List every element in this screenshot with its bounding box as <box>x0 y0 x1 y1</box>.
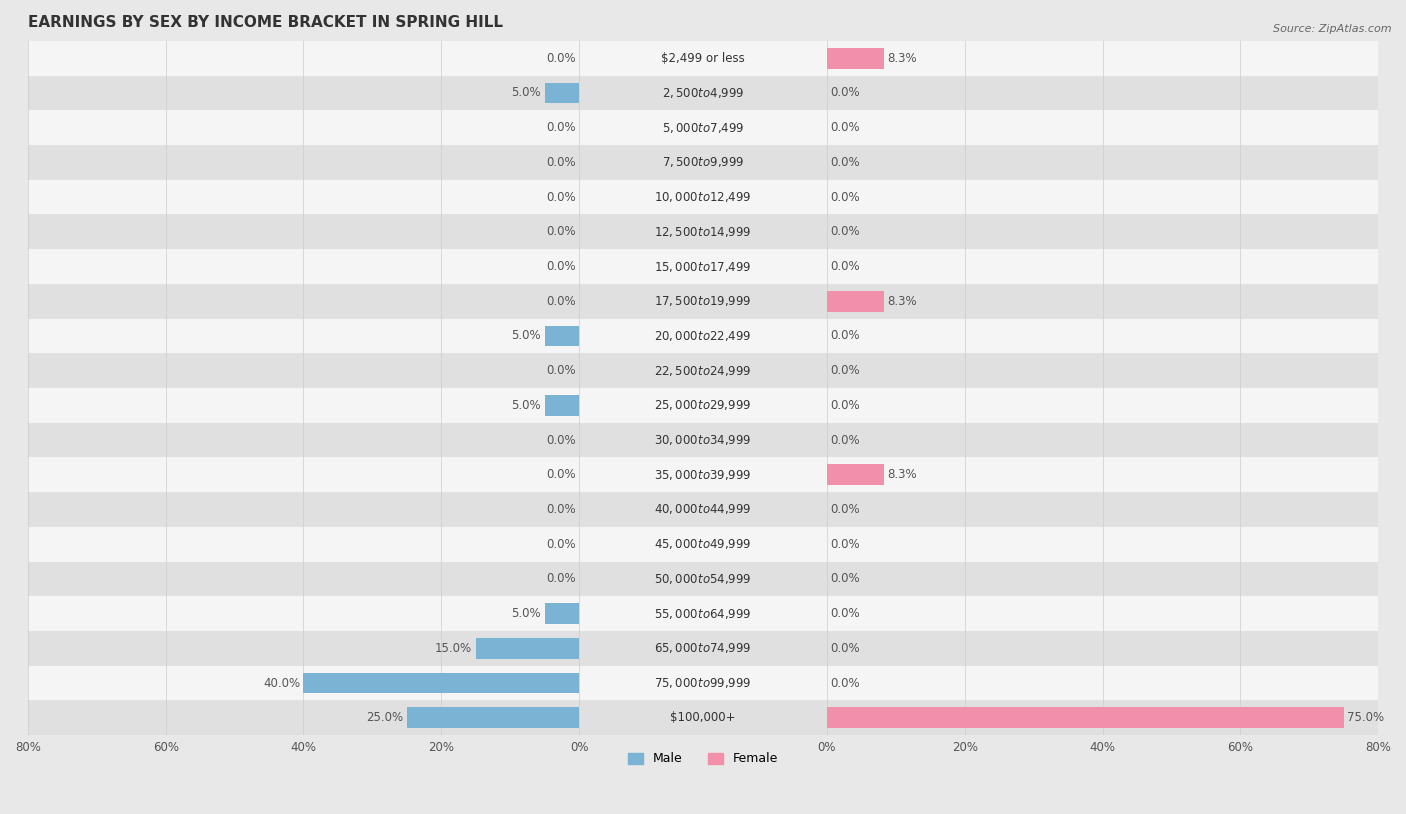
Bar <box>406 707 579 729</box>
Text: $17,500 to $19,999: $17,500 to $19,999 <box>654 294 752 309</box>
Bar <box>28 700 1378 735</box>
Text: 0.0%: 0.0% <box>831 641 860 654</box>
Bar <box>827 291 884 312</box>
Text: $35,000 to $39,999: $35,000 to $39,999 <box>654 468 752 482</box>
Bar <box>544 603 579 624</box>
Bar <box>28 318 1378 353</box>
Text: 0.0%: 0.0% <box>546 155 575 168</box>
Bar <box>28 631 1378 666</box>
Text: 0.0%: 0.0% <box>546 364 575 377</box>
Text: 0.0%: 0.0% <box>831 190 860 204</box>
Text: 0.0%: 0.0% <box>831 364 860 377</box>
Text: $50,000 to $54,999: $50,000 to $54,999 <box>654 572 752 586</box>
Bar <box>28 76 1378 111</box>
Text: 0.0%: 0.0% <box>546 434 575 447</box>
Text: 8.3%: 8.3% <box>887 295 917 308</box>
Bar <box>544 395 579 416</box>
Bar <box>28 388 1378 422</box>
Text: $7,500 to $9,999: $7,500 to $9,999 <box>662 155 744 169</box>
Text: $2,499 or less: $2,499 or less <box>661 52 745 65</box>
Text: 0.0%: 0.0% <box>546 52 575 65</box>
Text: 0.0%: 0.0% <box>831 155 860 168</box>
Text: 75.0%: 75.0% <box>1347 711 1384 724</box>
Text: 0.0%: 0.0% <box>831 434 860 447</box>
Bar <box>28 562 1378 596</box>
Bar <box>28 596 1378 631</box>
Bar <box>28 353 1378 388</box>
Text: $45,000 to $49,999: $45,000 to $49,999 <box>654 537 752 551</box>
Legend: Male, Female: Male, Female <box>623 747 783 771</box>
Text: 5.0%: 5.0% <box>512 607 541 620</box>
Text: EARNINGS BY SEX BY INCOME BRACKET IN SPRING HILL: EARNINGS BY SEX BY INCOME BRACKET IN SPR… <box>28 15 503 30</box>
Text: $55,000 to $64,999: $55,000 to $64,999 <box>654 606 752 620</box>
Text: 0.0%: 0.0% <box>831 330 860 343</box>
Bar <box>28 41 1378 76</box>
Bar <box>475 638 579 659</box>
Text: 0.0%: 0.0% <box>546 121 575 134</box>
Text: $12,500 to $14,999: $12,500 to $14,999 <box>654 225 752 239</box>
Text: 40.0%: 40.0% <box>263 676 299 689</box>
Bar <box>28 457 1378 492</box>
Text: 15.0%: 15.0% <box>434 641 472 654</box>
Text: 0.0%: 0.0% <box>546 468 575 481</box>
Text: 0.0%: 0.0% <box>546 225 575 239</box>
Text: 5.0%: 5.0% <box>512 86 541 99</box>
Bar <box>28 422 1378 457</box>
Text: $20,000 to $22,499: $20,000 to $22,499 <box>654 329 752 343</box>
Bar <box>28 111 1378 145</box>
Text: $10,000 to $12,499: $10,000 to $12,499 <box>654 190 752 204</box>
Text: 0.0%: 0.0% <box>546 538 575 551</box>
Text: $22,500 to $24,999: $22,500 to $24,999 <box>654 364 752 378</box>
Text: $15,000 to $17,499: $15,000 to $17,499 <box>654 260 752 274</box>
Text: 0.0%: 0.0% <box>546 572 575 585</box>
Text: 8.3%: 8.3% <box>887 52 917 65</box>
Text: 0.0%: 0.0% <box>831 572 860 585</box>
Text: $2,500 to $4,999: $2,500 to $4,999 <box>662 86 744 100</box>
Text: 0.0%: 0.0% <box>831 86 860 99</box>
Bar <box>28 527 1378 562</box>
Bar <box>827 48 884 68</box>
Text: 0.0%: 0.0% <box>831 607 860 620</box>
Text: 8.3%: 8.3% <box>887 468 917 481</box>
Text: 5.0%: 5.0% <box>512 330 541 343</box>
Text: 0.0%: 0.0% <box>831 503 860 516</box>
Text: $25,000 to $29,999: $25,000 to $29,999 <box>654 398 752 413</box>
Text: $30,000 to $34,999: $30,000 to $34,999 <box>654 433 752 447</box>
Text: 0.0%: 0.0% <box>831 538 860 551</box>
Bar <box>28 249 1378 284</box>
Text: 0.0%: 0.0% <box>546 260 575 273</box>
Text: 0.0%: 0.0% <box>831 260 860 273</box>
Bar <box>28 492 1378 527</box>
Text: Source: ZipAtlas.com: Source: ZipAtlas.com <box>1274 24 1392 34</box>
Text: $5,000 to $7,499: $5,000 to $7,499 <box>662 120 744 134</box>
Bar <box>28 284 1378 318</box>
Text: $65,000 to $74,999: $65,000 to $74,999 <box>654 641 752 655</box>
Bar <box>28 145 1378 180</box>
Text: 25.0%: 25.0% <box>366 711 404 724</box>
Text: $100,000+: $100,000+ <box>671 711 735 724</box>
Bar <box>304 672 579 694</box>
Text: 0.0%: 0.0% <box>831 399 860 412</box>
Text: 5.0%: 5.0% <box>512 399 541 412</box>
Text: 0.0%: 0.0% <box>546 190 575 204</box>
Bar <box>28 214 1378 249</box>
Text: $40,000 to $44,999: $40,000 to $44,999 <box>654 502 752 516</box>
Bar <box>28 180 1378 214</box>
Bar <box>28 666 1378 700</box>
Bar <box>827 464 884 485</box>
Text: 0.0%: 0.0% <box>831 121 860 134</box>
Text: $75,000 to $99,999: $75,000 to $99,999 <box>654 676 752 690</box>
Text: 0.0%: 0.0% <box>831 676 860 689</box>
Bar <box>827 707 1344 729</box>
Bar <box>544 82 579 103</box>
Text: 0.0%: 0.0% <box>546 295 575 308</box>
Text: 0.0%: 0.0% <box>546 503 575 516</box>
Text: 0.0%: 0.0% <box>831 225 860 239</box>
Bar <box>544 326 579 346</box>
